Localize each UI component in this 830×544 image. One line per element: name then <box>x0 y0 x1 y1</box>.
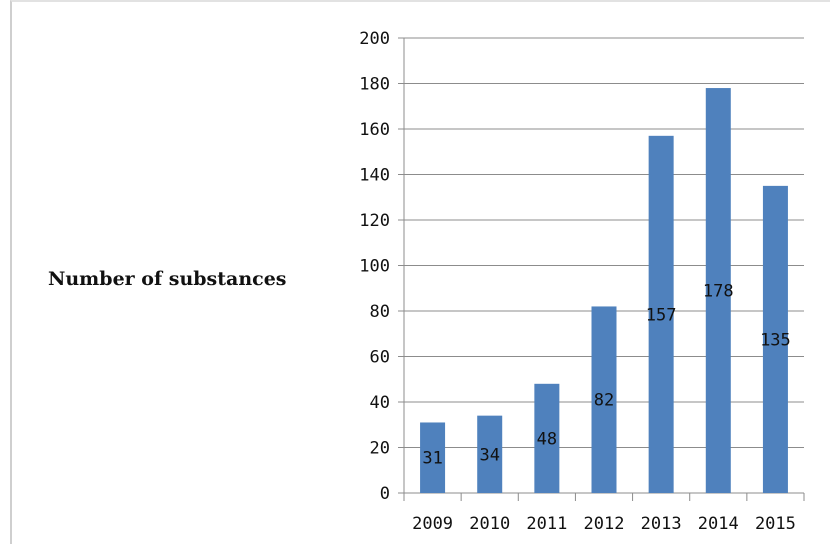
y-tick-label: 0 <box>380 484 390 504</box>
data-label: 135 <box>760 330 791 350</box>
y-tick-label: 120 <box>359 211 390 231</box>
y-tick-label: 200 <box>359 29 390 49</box>
data-label: 34 <box>479 445 499 465</box>
x-tick-label: 2009 <box>412 514 453 534</box>
bar <box>762 185 788 493</box>
y-tick-label: 60 <box>370 348 390 368</box>
x-tick-label: 2015 <box>755 514 796 534</box>
bar <box>420 422 446 493</box>
x-tick-label: 2010 <box>469 514 510 534</box>
y-tick-label: 140 <box>359 166 390 186</box>
bar <box>591 306 617 493</box>
x-tick-label: 2014 <box>698 514 739 534</box>
bar <box>648 135 674 493</box>
data-label: 82 <box>594 391 614 411</box>
data-label: 48 <box>537 429 557 449</box>
data-label: 157 <box>646 305 677 325</box>
bar <box>705 88 731 494</box>
x-tick-label: 2012 <box>584 514 625 534</box>
y-tick-label: 100 <box>359 257 390 277</box>
y-tick-label: 40 <box>370 393 390 413</box>
data-label: 31 <box>422 449 442 469</box>
y-tick-label: 160 <box>359 120 390 140</box>
y-tick-label: 180 <box>359 75 390 95</box>
chart-frame <box>10 0 830 544</box>
y-tick-label: 20 <box>370 439 390 459</box>
data-label: 178 <box>703 282 734 302</box>
bar <box>477 415 503 493</box>
x-tick-label: 2011 <box>526 514 567 534</box>
y-axis-label: Number of substances <box>48 268 287 290</box>
bar <box>534 383 560 493</box>
x-tick-label: 2013 <box>641 514 682 534</box>
y-tick-label: 80 <box>370 302 390 322</box>
